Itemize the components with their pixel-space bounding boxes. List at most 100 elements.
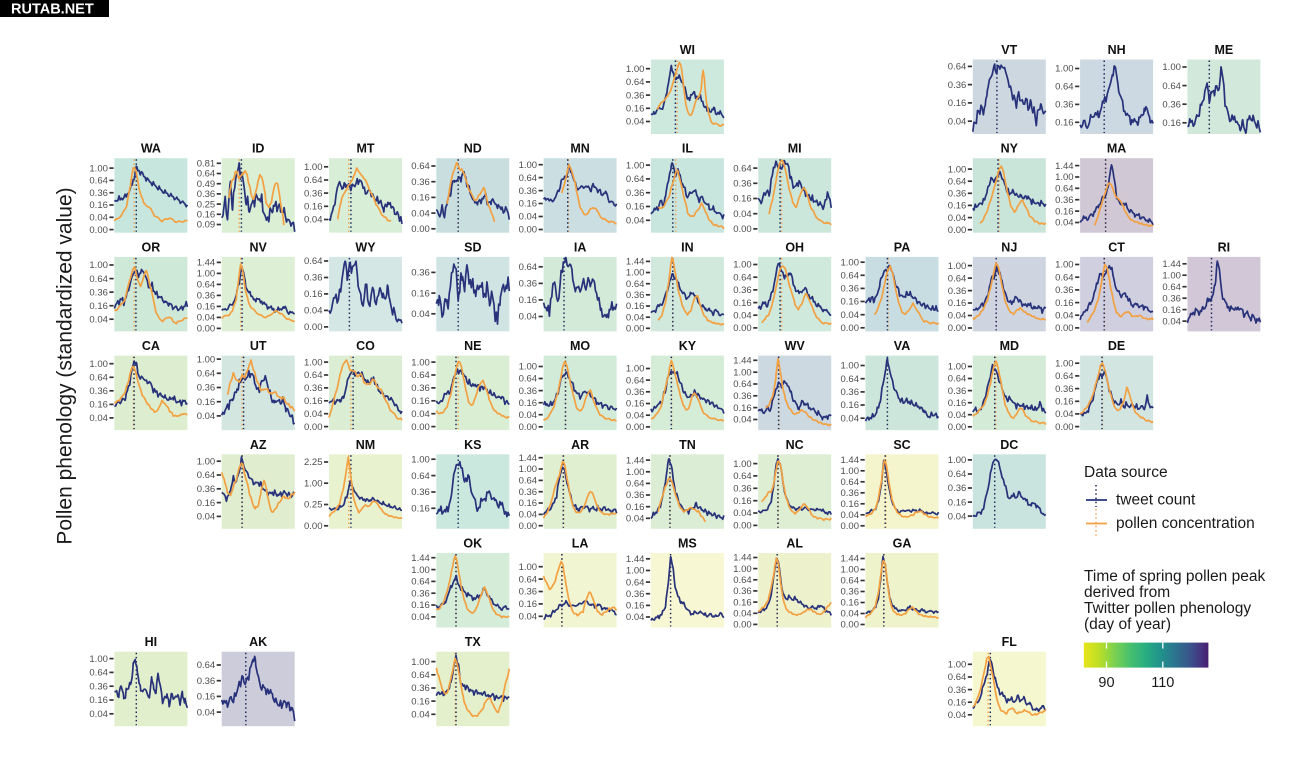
svg-text:0.64: 0.64 [89,176,108,187]
svg-text:0.64: 0.64 [733,163,752,174]
svg-text:0.64: 0.64 [626,279,645,290]
svg-text:0.00: 0.00 [841,521,860,532]
svg-text:0.64: 0.64 [948,273,967,284]
svg-text:0.04: 0.04 [626,514,645,525]
svg-text:OK: OK [463,537,482,551]
svg-text:MD: MD [1000,339,1019,353]
svg-text:1.00: 1.00 [733,260,752,271]
svg-text:0.04: 0.04 [733,209,752,220]
svg-text:0.00: 0.00 [948,225,967,236]
svg-text:0.36: 0.36 [948,483,967,494]
svg-text:0.36: 0.36 [411,268,430,279]
svg-text:0.16: 0.16 [519,199,538,210]
svg-text:0.36: 0.36 [197,484,216,495]
svg-text:1.00: 1.00 [89,654,108,665]
svg-text:0.16: 0.16 [304,202,323,213]
svg-text:1.44: 1.44 [519,453,538,464]
svg-text:0.16: 0.16 [948,398,967,409]
svg-text:MS: MS [678,537,697,551]
svg-text:0.16: 0.16 [626,502,645,513]
svg-text:1.00: 1.00 [841,466,860,477]
svg-text:0.04: 0.04 [519,510,538,521]
svg-text:ME: ME [1215,43,1234,57]
svg-text:0.64: 0.64 [197,369,216,380]
svg-text:0.04: 0.04 [626,410,645,421]
svg-text:0.00: 0.00 [733,323,752,334]
svg-text:0.36: 0.36 [626,188,645,199]
svg-text:0.04: 0.04 [948,410,967,421]
svg-text:0.36: 0.36 [89,287,108,298]
svg-text:0.04: 0.04 [1055,310,1074,321]
svg-text:0.16: 0.16 [411,193,430,204]
svg-text:1.00: 1.00 [626,268,645,279]
svg-text:0.16: 0.16 [733,597,752,608]
svg-text:0.64: 0.64 [948,469,967,480]
svg-text:1.00: 1.00 [519,464,538,475]
svg-text:0.04: 0.04 [626,117,645,128]
svg-text:0.16: 0.16 [519,498,538,509]
svg-text:0.04: 0.04 [197,313,216,324]
svg-text:1.00: 1.00 [841,257,860,268]
svg-text:CA: CA [142,339,160,353]
svg-text:0.16: 0.16 [304,289,323,300]
svg-text:0.04: 0.04 [1055,218,1074,229]
svg-text:0.36: 0.36 [411,683,430,694]
svg-text:1.44: 1.44 [1162,259,1181,270]
svg-text:0.00: 0.00 [304,521,323,532]
svg-text:IL: IL [682,142,693,156]
svg-text:derived from: derived from [1084,584,1170,601]
svg-text:0.16: 0.16 [841,499,860,510]
svg-text:1.44: 1.44 [626,257,645,268]
svg-text:1.00: 1.00 [1055,260,1074,271]
svg-text:1.00: 1.00 [948,455,967,466]
svg-text:0.04: 0.04 [197,512,216,523]
svg-text:0.00: 0.00 [197,324,216,335]
svg-text:1.00: 1.00 [411,357,430,368]
svg-text:0.00: 0.00 [89,225,108,236]
svg-text:KY: KY [679,339,697,353]
svg-text:CO: CO [356,339,375,353]
svg-text:1.00: 1.00 [197,456,216,467]
svg-text:0.16: 0.16 [89,695,108,706]
svg-text:0.64: 0.64 [626,577,645,588]
svg-text:0.04: 0.04 [733,609,752,620]
svg-text:0.64: 0.64 [841,374,860,385]
svg-text:0.04: 0.04 [841,413,860,424]
svg-text:0.36: 0.36 [411,177,430,188]
svg-text:0.04: 0.04 [948,116,967,127]
svg-text:0.04: 0.04 [948,511,967,522]
svg-text:0.36: 0.36 [841,587,860,598]
svg-text:1.00: 1.00 [519,562,538,573]
svg-text:0.04: 0.04 [519,410,538,421]
svg-text:0.04: 0.04 [733,310,752,321]
svg-text:1.00: 1.00 [948,362,967,373]
svg-text:SC: SC [893,438,910,452]
svg-text:MI: MI [788,142,802,156]
svg-text:0.36: 0.36 [519,279,538,290]
svg-text:TX: TX [465,635,482,649]
svg-text:0.36: 0.36 [1162,293,1181,304]
svg-text:0.00: 0.00 [519,521,538,532]
svg-text:0.36: 0.36 [841,387,860,398]
svg-text:0.04: 0.04 [89,709,108,720]
svg-text:0.64: 0.64 [733,471,752,482]
svg-text:0.36: 0.36 [626,90,645,101]
svg-text:0.36: 0.36 [304,273,323,284]
svg-text:WY: WY [355,240,376,254]
svg-text:(day of year): (day of year) [1084,616,1171,633]
svg-text:0.64: 0.64 [1162,81,1181,92]
svg-text:0.64: 0.64 [304,175,323,186]
svg-text:0.64: 0.64 [304,370,323,381]
svg-text:0.16: 0.16 [1162,118,1181,129]
svg-text:0.64: 0.64 [1162,282,1181,293]
svg-text:pollen concentration: pollen concentration [1116,515,1255,532]
svg-text:MO: MO [570,339,590,353]
svg-text:0.04: 0.04 [89,213,108,224]
svg-text:0.16: 0.16 [626,202,645,213]
svg-text:GA: GA [893,537,912,551]
svg-text:0.36: 0.36 [733,391,752,402]
svg-text:0.00: 0.00 [411,422,430,433]
svg-text:0.04: 0.04 [89,413,108,424]
svg-text:0.04: 0.04 [626,612,645,623]
svg-text:0.16: 0.16 [411,504,430,515]
